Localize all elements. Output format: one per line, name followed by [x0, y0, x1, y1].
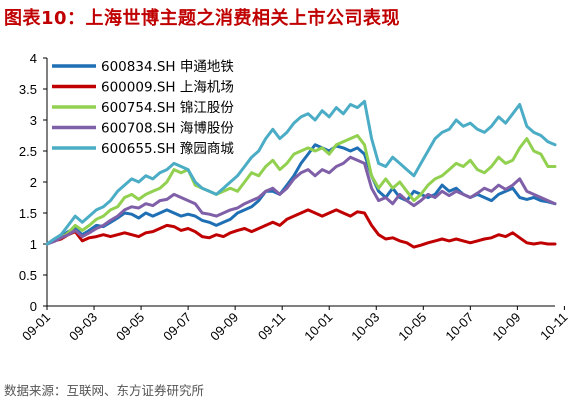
- x-tick-label: 09-11: [255, 310, 288, 343]
- y-tick-label: 2.5: [19, 144, 37, 159]
- chart-legend: 600834.SH 申通地铁 600009.SH 上海机场 600754.SH 锦江…: [52, 59, 234, 157]
- y-tick-label: 3.5: [19, 82, 37, 97]
- x-tick-label: 09-01: [19, 310, 53, 344]
- legend-label: 600655.SH 豫园商城: [101, 141, 234, 157]
- y-tick-label: 1.5: [19, 206, 37, 221]
- x-tick-label: 10-11: [537, 310, 570, 343]
- legend-label: 600834.SH 申通地铁: [101, 59, 234, 75]
- legend-label: 600754.SH 锦江股份: [101, 100, 234, 116]
- series-line-2: [45, 208, 557, 249]
- x-tick-label: 09-05: [113, 310, 147, 344]
- y-tick-label: 1: [30, 237, 37, 252]
- y-tick-label: 0: [30, 299, 37, 314]
- legend-label: 600009.SH 上海机场: [101, 80, 234, 96]
- series-line-3: [45, 134, 557, 246]
- y-tick-label: 4: [30, 51, 37, 66]
- x-tick-label: 10-07: [442, 310, 476, 344]
- x-tick-label: 10-01: [301, 310, 335, 344]
- x-tick-label: 10-09: [489, 310, 523, 344]
- series-line-5: [45, 99, 557, 246]
- series-lines: [45, 99, 557, 249]
- y-tick-label: 0.5: [19, 268, 37, 283]
- series-line-4: [45, 155, 557, 246]
- data-source-note: 数据来源：互联网、东方证券研究所: [4, 383, 205, 398]
- y-tick-label: 3: [30, 113, 37, 128]
- chart-title: 图表10：上海世博主题之消费相关上市公司表现: [4, 8, 401, 29]
- x-tick-label: 09-07: [160, 310, 194, 344]
- x-tick-label: 09-09: [207, 310, 241, 344]
- x-tick-label: 09-03: [66, 310, 100, 344]
- x-tick-label: 10-05: [395, 310, 429, 344]
- y-tick-label: 2: [30, 175, 37, 190]
- series-line-1: [45, 143, 557, 246]
- legend-label: 600708.SH 海博股份: [101, 120, 234, 137]
- x-tick-label: 10-03: [348, 310, 382, 344]
